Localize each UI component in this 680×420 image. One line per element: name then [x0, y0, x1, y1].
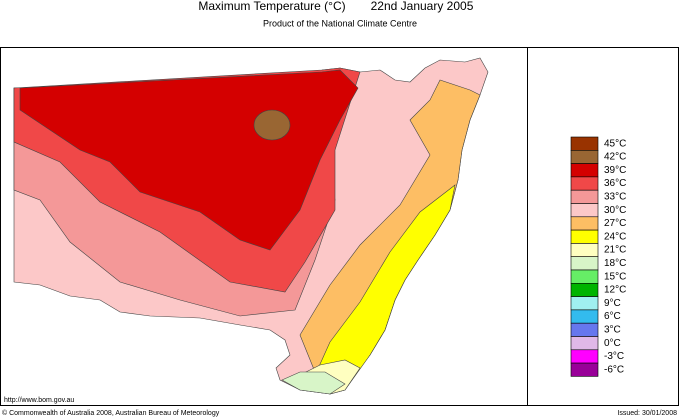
- legend-label: 9°C: [604, 298, 621, 309]
- legend-swatch: [570, 309, 599, 324]
- legend-swatch: [570, 362, 599, 377]
- legend-swatch: [570, 243, 599, 257]
- legend-label: 39°C: [604, 165, 626, 176]
- legend-swatch: [570, 216, 599, 231]
- legend-label: 30°C: [604, 205, 626, 216]
- region: [281, 371, 346, 395]
- legend-label: 12°C: [604, 285, 626, 296]
- legend-swatch: [570, 282, 599, 297]
- legend-swatch: [570, 163, 599, 178]
- region: [311, 184, 456, 395]
- legend-label: -3°C: [604, 351, 624, 362]
- legend-swatch: [570, 269, 599, 284]
- frame: [0, 47, 679, 406]
- subtitle: Product of the National Climate Centre: [263, 18, 417, 28]
- legend-label: 15°C: [604, 271, 626, 282]
- legend: 45°C 42°C 39°C 36°C 33°C 30°C 27°C 24°C 21°C 18°C…: [570, 136, 626, 377]
- legend-swatch: [570, 229, 599, 244]
- region: [253, 109, 291, 141]
- legend-swatch: [570, 336, 599, 351]
- legend-swatch: [570, 150, 599, 164]
- legend-label: 3°C: [604, 324, 621, 335]
- legend-swatch: [570, 203, 599, 218]
- legend-label: 0°C: [604, 338, 621, 349]
- legend-swatch: [570, 349, 599, 364]
- legend-label: 21°C: [604, 245, 626, 256]
- legend-swatch: [570, 256, 599, 271]
- source-url: http://www.bom.gov.au: [4, 397, 74, 404]
- legend-label: 42°C: [604, 152, 626, 163]
- legend-label: 36°C: [604, 178, 626, 189]
- legend-label: 18°C: [604, 258, 626, 269]
- legend-label: 6°C: [604, 311, 621, 322]
- legend-swatch: [570, 296, 599, 311]
- copyright: © Commonwealth of Australia 2008, Austra…: [2, 409, 220, 417]
- legend-swatch: [570, 189, 599, 204]
- legend-label: -6°C: [604, 364, 624, 375]
- legend-label: 27°C: [604, 218, 626, 229]
- legend-label: 24°C: [604, 231, 626, 242]
- legend-swatch: [570, 322, 599, 337]
- legend-label: 45°C: [604, 138, 626, 149]
- issued: Issued: 30/01/2008: [617, 410, 677, 417]
- legend-swatch: [570, 176, 599, 191]
- title: Maximum Temperature (°C): [198, 0, 345, 13]
- legend-label: 33°C: [604, 191, 626, 202]
- map: [13, 57, 489, 395]
- date: 22nd January 2005: [371, 0, 474, 13]
- legend-swatch: [570, 136, 599, 151]
